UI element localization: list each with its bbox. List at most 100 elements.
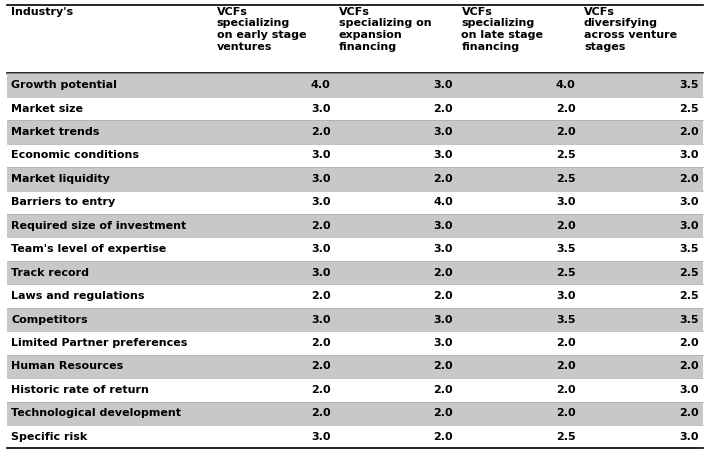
Text: 3.0: 3.0 <box>311 432 331 442</box>
FancyBboxPatch shape <box>7 331 703 355</box>
Text: 2.0: 2.0 <box>434 174 453 184</box>
Text: 3.0: 3.0 <box>311 150 331 160</box>
Text: Team's level of expertise: Team's level of expertise <box>11 244 167 254</box>
Text: 3.0: 3.0 <box>556 291 576 301</box>
Text: 2.0: 2.0 <box>434 408 453 418</box>
Text: 2.0: 2.0 <box>679 408 699 418</box>
Text: 3.0: 3.0 <box>311 314 331 324</box>
Text: 2.5: 2.5 <box>679 103 699 114</box>
Text: 2.0: 2.0 <box>556 127 576 137</box>
Text: 2.0: 2.0 <box>679 174 699 184</box>
Text: 2.5: 2.5 <box>556 268 576 278</box>
Text: Required size of investment: Required size of investment <box>11 221 187 231</box>
Text: 3.0: 3.0 <box>311 174 331 184</box>
Text: Technological development: Technological development <box>11 408 181 418</box>
FancyBboxPatch shape <box>7 73 703 97</box>
Text: 4.0: 4.0 <box>433 198 453 207</box>
FancyBboxPatch shape <box>7 425 703 448</box>
Text: 2.0: 2.0 <box>556 385 576 395</box>
Text: 3.0: 3.0 <box>434 127 453 137</box>
FancyBboxPatch shape <box>7 97 703 120</box>
Text: 2.5: 2.5 <box>556 432 576 442</box>
Text: 3.0: 3.0 <box>434 338 453 348</box>
Text: 2.0: 2.0 <box>556 221 576 231</box>
Text: 2.5: 2.5 <box>679 268 699 278</box>
Text: 3.0: 3.0 <box>679 221 699 231</box>
Text: 2.5: 2.5 <box>556 150 576 160</box>
Text: 2.0: 2.0 <box>311 221 331 231</box>
Text: 2.0: 2.0 <box>434 268 453 278</box>
Text: Specific risk: Specific risk <box>11 432 87 442</box>
Text: Market size: Market size <box>11 103 83 114</box>
Text: 3.0: 3.0 <box>434 80 453 90</box>
Text: Market liquidity: Market liquidity <box>11 174 110 184</box>
Text: 2.0: 2.0 <box>434 291 453 301</box>
FancyBboxPatch shape <box>7 5 703 73</box>
Text: Growth potential: Growth potential <box>11 80 117 90</box>
FancyBboxPatch shape <box>7 237 703 261</box>
FancyBboxPatch shape <box>7 261 703 284</box>
Text: 2.0: 2.0 <box>556 408 576 418</box>
Text: 2.0: 2.0 <box>311 291 331 301</box>
Text: 3.0: 3.0 <box>679 150 699 160</box>
Text: Laws and regulations: Laws and regulations <box>11 291 145 301</box>
Text: 3.0: 3.0 <box>434 314 453 324</box>
Text: 3.0: 3.0 <box>434 150 453 160</box>
FancyBboxPatch shape <box>7 144 703 167</box>
Text: 2.0: 2.0 <box>311 127 331 137</box>
Text: Economic conditions: Economic conditions <box>11 150 139 160</box>
Text: 3.5: 3.5 <box>679 244 699 254</box>
Text: 3.5: 3.5 <box>679 80 699 90</box>
Text: Barriers to entry: Barriers to entry <box>11 198 116 207</box>
Text: 2.0: 2.0 <box>556 103 576 114</box>
Text: VCFs
specializing on
expansion
financing: VCFs specializing on expansion financing <box>339 7 432 52</box>
FancyBboxPatch shape <box>7 284 703 308</box>
Text: 2.0: 2.0 <box>311 338 331 348</box>
Text: 2.0: 2.0 <box>434 103 453 114</box>
Text: 3.0: 3.0 <box>311 268 331 278</box>
FancyBboxPatch shape <box>7 214 703 237</box>
FancyBboxPatch shape <box>7 378 703 401</box>
Text: Human Resources: Human Resources <box>11 361 124 371</box>
Text: 2.0: 2.0 <box>679 361 699 371</box>
Text: 2.0: 2.0 <box>311 385 331 395</box>
Text: Market trends: Market trends <box>11 127 99 137</box>
FancyBboxPatch shape <box>7 401 703 425</box>
Text: 3.0: 3.0 <box>311 244 331 254</box>
Text: 2.0: 2.0 <box>556 338 576 348</box>
Text: 2.0: 2.0 <box>679 127 699 137</box>
Text: 2.0: 2.0 <box>434 432 453 442</box>
Text: 3.5: 3.5 <box>556 244 576 254</box>
FancyBboxPatch shape <box>7 355 703 378</box>
FancyBboxPatch shape <box>7 167 703 191</box>
Text: Historic rate of return: Historic rate of return <box>11 385 149 395</box>
Text: 3.0: 3.0 <box>311 103 331 114</box>
Text: 2.0: 2.0 <box>556 361 576 371</box>
Text: Limited Partner preferences: Limited Partner preferences <box>11 338 187 348</box>
Text: 3.0: 3.0 <box>679 432 699 442</box>
Text: 2.5: 2.5 <box>556 174 576 184</box>
Text: 3.5: 3.5 <box>556 314 576 324</box>
FancyBboxPatch shape <box>7 308 703 331</box>
Text: 3.0: 3.0 <box>679 385 699 395</box>
Text: 4.0: 4.0 <box>556 80 576 90</box>
Text: Competitors: Competitors <box>11 314 88 324</box>
Text: VCFs
diversifying
across venture
stages: VCFs diversifying across venture stages <box>584 7 677 52</box>
Text: 3.0: 3.0 <box>434 244 453 254</box>
Text: Industry's: Industry's <box>11 7 73 17</box>
Text: 2.0: 2.0 <box>434 361 453 371</box>
Text: 2.0: 2.0 <box>311 361 331 371</box>
FancyBboxPatch shape <box>7 120 703 144</box>
Text: 2.0: 2.0 <box>311 408 331 418</box>
Text: VCFs
specializing
on early stage
ventures: VCFs specializing on early stage venture… <box>217 7 306 52</box>
Text: 3.0: 3.0 <box>311 198 331 207</box>
Text: 3.0: 3.0 <box>556 198 576 207</box>
Text: 3.0: 3.0 <box>679 198 699 207</box>
FancyBboxPatch shape <box>7 191 703 214</box>
Text: Track record: Track record <box>11 268 89 278</box>
Text: 4.0: 4.0 <box>311 80 331 90</box>
Text: 3.5: 3.5 <box>679 314 699 324</box>
Text: VCFs
specializing
on late stage
financing: VCFs specializing on late stage financin… <box>462 7 543 52</box>
Text: 3.0: 3.0 <box>434 221 453 231</box>
Text: 2.0: 2.0 <box>679 338 699 348</box>
